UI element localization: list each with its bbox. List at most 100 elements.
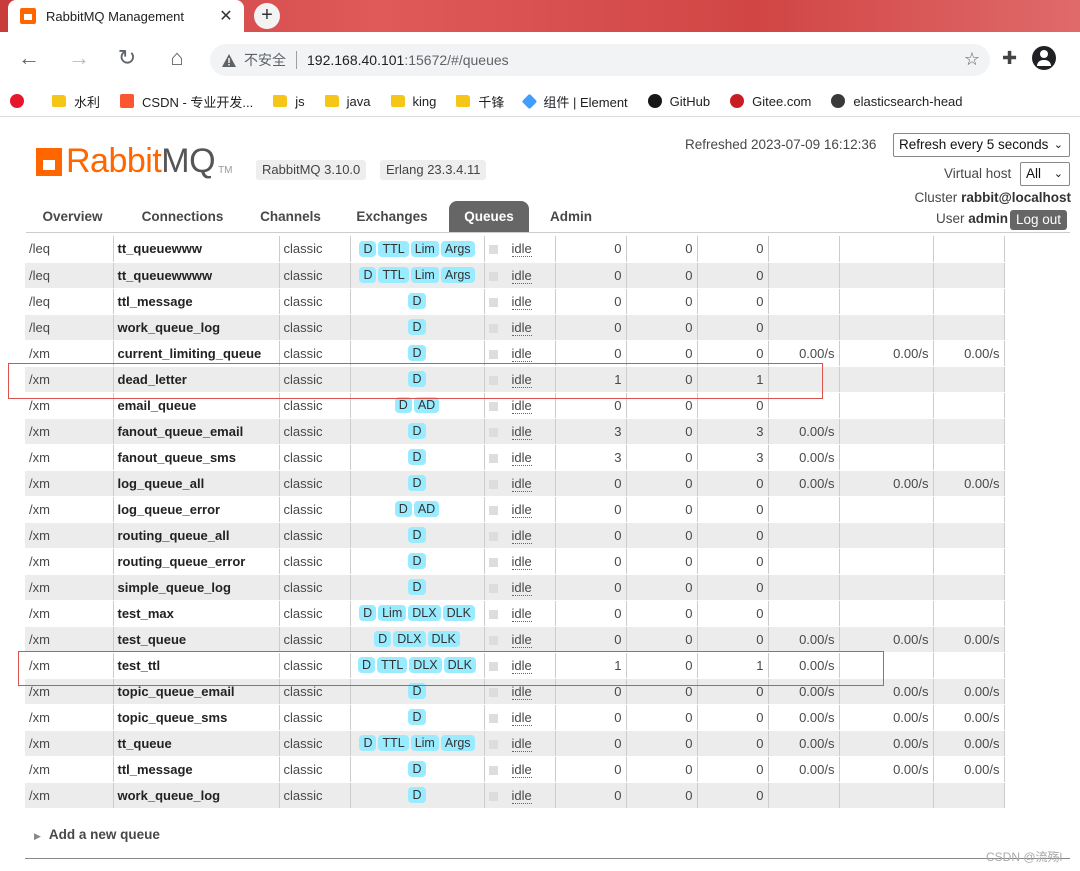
queue-name-link[interactable]: ttl_message bbox=[113, 288, 280, 315]
bookmark-item[interactable]: 组件 | Element bbox=[522, 92, 628, 111]
virtual-host-select[interactable]: All ⌄ bbox=[1020, 162, 1070, 186]
bookmark-item[interactable]: 水利 bbox=[52, 92, 100, 111]
tab-admin[interactable]: Admin bbox=[550, 209, 592, 224]
forward-icon[interactable]: → bbox=[68, 45, 90, 70]
rate-incoming bbox=[768, 522, 840, 549]
queue-row[interactable]: /leq tt_queuewww classic D TTL Lim Args idle 0 0 0 bbox=[25, 236, 1005, 263]
state-indicator-icon bbox=[488, 375, 498, 385]
queue-name-link[interactable]: log_queue_error bbox=[113, 496, 280, 523]
home-icon[interactable]: ⌂ bbox=[170, 45, 184, 70]
rabbitmq-favicon-icon bbox=[20, 8, 36, 24]
queue-name-link[interactable]: tt_queue bbox=[113, 730, 280, 757]
feature-tag: DLX bbox=[393, 631, 426, 647]
reload-icon[interactable]: ↻ bbox=[117, 45, 137, 70]
queue-features: D bbox=[350, 340, 485, 367]
tab-queues[interactable]: Queues bbox=[449, 201, 529, 233]
bookmark-item[interactable]: Gitee.com bbox=[730, 94, 811, 109]
bookmark-item[interactable]: king bbox=[390, 94, 436, 109]
messages-ready: 3 bbox=[555, 418, 627, 445]
tab-exchanges[interactable]: Exchanges bbox=[356, 209, 428, 224]
queue-row[interactable]: /xm email_queue classic D AD idle 0 0 0 bbox=[25, 392, 1005, 419]
queue-name-link[interactable]: test_ttl bbox=[113, 652, 280, 679]
logout-button[interactable]: Log out bbox=[1010, 210, 1068, 230]
queue-row[interactable]: /xm test_max classic D Lim DLX DLK idle 0 0 0 bbox=[25, 600, 1005, 627]
add-new-queue-toggle[interactable]: ▶ Add a new queue bbox=[34, 827, 160, 842]
bookmark-star-icon[interactable]: ☆ bbox=[963, 49, 980, 69]
queue-row[interactable]: /xm test_queue classic D DLX DLK idle 0 0 0 0.00/s… bbox=[25, 626, 1005, 653]
queue-name-link[interactable]: test_max bbox=[113, 600, 280, 627]
address-bar[interactable]: 不安全 192.168.40.101:15672/#/queues ☆ bbox=[210, 44, 990, 76]
new-tab-button[interactable]: + bbox=[254, 3, 280, 29]
queue-name-link[interactable]: work_queue_log bbox=[113, 314, 280, 341]
queue-name-link[interactable]: tt_queuewwww bbox=[113, 262, 280, 289]
queue-name-link[interactable]: email_queue bbox=[113, 392, 280, 419]
queue-state-label: idle bbox=[511, 449, 532, 466]
bookmark-item[interactable]: js bbox=[273, 94, 305, 109]
chevron-down-icon: ⌄ bbox=[1053, 139, 1063, 151]
queue-name-link[interactable]: topic_queue_sms bbox=[113, 704, 280, 731]
bookmarks-bar: 水利 CSDN - 专业开发... js java king 千锋 组件 | E… bbox=[0, 86, 1080, 116]
queue-state-label: idle bbox=[511, 267, 532, 284]
queue-name-link[interactable]: routing_queue_all bbox=[113, 522, 280, 549]
feature-tag: AD bbox=[413, 501, 440, 517]
bookmark-item[interactable]: 千锋 bbox=[456, 92, 504, 111]
chevron-down-icon: ⌄ bbox=[1053, 168, 1063, 180]
queue-row[interactable]: /xm tt_queue classic D TTL Lim Args idle 0 0 0 0.00… bbox=[25, 730, 1005, 757]
bookmark-item[interactable]: GitHub bbox=[647, 94, 710, 109]
queue-row[interactable]: /xm test_ttl classic D TTL DLX DLK idle 1 0 1 0.00/… bbox=[25, 652, 1005, 679]
queue-name-link[interactable]: fanout_queue_sms bbox=[113, 444, 280, 471]
rate-ack: 0.00/s bbox=[933, 470, 1005, 497]
queue-name-link[interactable]: fanout_queue_email bbox=[113, 418, 280, 445]
queue-name-link[interactable]: routing_queue_error bbox=[113, 548, 280, 575]
queue-name-link[interactable]: topic_queue_email bbox=[113, 678, 280, 705]
queue-vhost: /xm bbox=[25, 548, 114, 575]
queue-name-link[interactable]: tt_queuewww bbox=[113, 236, 280, 263]
tab-overview[interactable]: Overview bbox=[42, 209, 103, 224]
queue-name-link[interactable]: log_queue_all bbox=[113, 470, 280, 497]
queue-row[interactable]: /xm log_queue_error classic D AD idle 0 0 0 bbox=[25, 496, 1005, 523]
rabbitmq-logo[interactable]: RabbitMQ TM bbox=[36, 144, 233, 178]
queue-name-link[interactable]: dead_letter bbox=[113, 366, 280, 393]
browser-tab[interactable]: RabbitMQ Management ✕ bbox=[8, 0, 244, 32]
messages-unacked: 0 bbox=[626, 522, 698, 549]
queue-name-link[interactable]: ttl_message bbox=[113, 756, 280, 783]
bookmark-item[interactable]: elasticsearch-head bbox=[831, 94, 963, 109]
close-tab-icon[interactable]: ✕ bbox=[219, 8, 233, 25]
queue-name-link[interactable]: work_queue_log bbox=[113, 782, 280, 809]
queue-name-link[interactable]: test_queue bbox=[113, 626, 280, 653]
tab-channels[interactable]: Channels bbox=[260, 209, 321, 224]
queue-features: D Lim DLX DLK bbox=[350, 600, 485, 627]
url-host: 192.168.40.101 bbox=[307, 52, 405, 68]
back-icon[interactable]: ← bbox=[18, 45, 40, 70]
bookmark-weibo[interactable] bbox=[10, 94, 32, 108]
rate-deliver bbox=[839, 288, 934, 315]
refresh-interval-select[interactable]: Refresh every 5 seconds ⌄ bbox=[893, 133, 1070, 157]
queue-row[interactable]: /leq tt_queuewwww classic D TTL Lim Args idle 0 0… bbox=[25, 262, 1005, 289]
queue-vhost: /xm bbox=[25, 704, 114, 731]
extensions-puzzle-icon[interactable]: ✚ bbox=[1002, 48, 1018, 68]
queue-state-label: idle bbox=[511, 657, 532, 674]
queue-features: D AD bbox=[350, 496, 485, 523]
queue-name-link[interactable]: simple_queue_log bbox=[113, 574, 280, 601]
queue-state-label: idle bbox=[511, 735, 532, 752]
bookmark-item[interactable]: CSDN - 专业开发... bbox=[120, 92, 253, 111]
bookmark-item[interactable]: java bbox=[324, 94, 371, 109]
profile-avatar-icon[interactable] bbox=[1032, 46, 1056, 70]
tab-connections[interactable]: Connections bbox=[141, 209, 224, 224]
rate-ack bbox=[933, 236, 1005, 263]
queue-name-link[interactable]: current_limiting_queue bbox=[113, 340, 280, 367]
